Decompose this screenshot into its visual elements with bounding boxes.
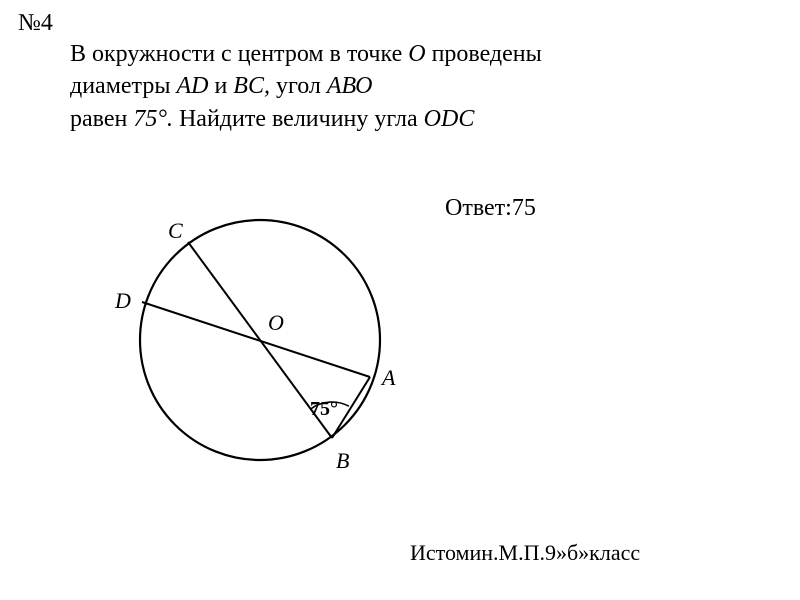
text-var-o: О [408,41,425,67]
text-var-odc: ОDС [424,106,475,132]
svg-text:A: A [380,365,396,390]
text-var-abo: АВО [327,73,373,99]
geometry-figure: O A D B C 75° [70,190,430,490]
figure-svg: O A D B C 75° [70,190,430,490]
svg-text:75°: 75° [310,398,338,420]
text-part: и [208,73,233,99]
answer-label: Ответ: [445,195,512,221]
text-var-bc: BC, [233,73,270,99]
problem-text: В окружности с центром в точке О проведе… [70,38,710,135]
text-part: проведены [426,41,542,67]
svg-text:D: D [114,288,131,313]
text-part: равен [70,106,133,132]
text-part: В окружности с центром в точке [70,41,408,67]
attribution: Истомин.М.П.9»б»класс [410,540,640,566]
answer-value: 75 [512,195,536,221]
svg-text:C: C [168,218,183,243]
text-part: Найдите величину угла [173,106,424,132]
answer-block: Ответ:75 [445,195,536,222]
text-var-ad: AD [176,73,208,99]
svg-text:O: O [268,310,284,335]
text-part: диаметры [70,73,176,99]
problem-number: №4 [18,10,53,37]
svg-text:B: B [336,448,349,473]
text-part: угол [270,73,327,99]
text-angle-val: 75°. [133,106,173,132]
